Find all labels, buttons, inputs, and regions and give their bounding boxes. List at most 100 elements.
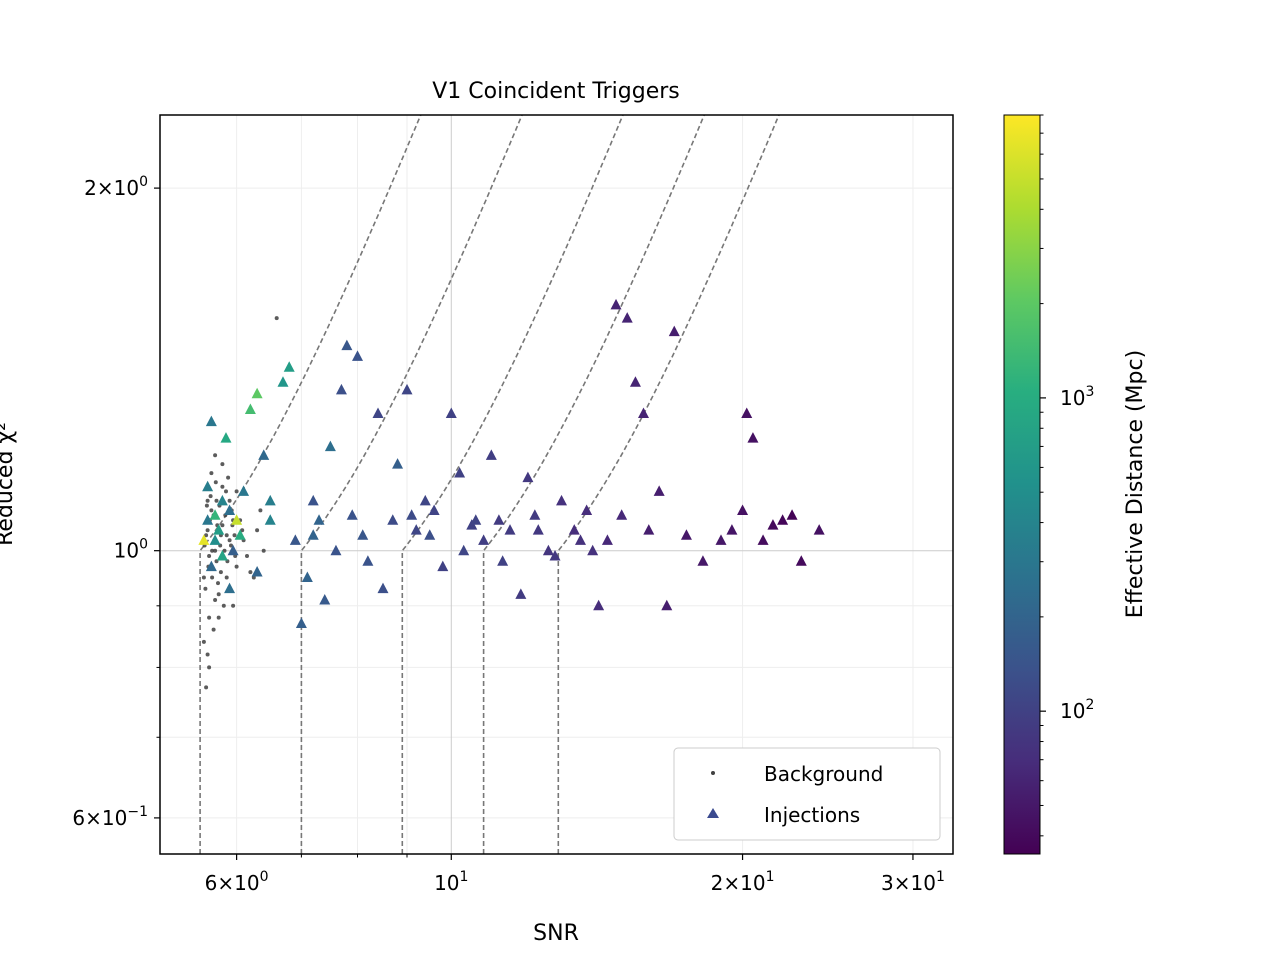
injection-point [324, 440, 336, 452]
x-tick-label: 6×100 [205, 869, 269, 895]
injection-point [205, 415, 217, 427]
legend-box [673, 747, 941, 841]
threshold-curve [300, 115, 523, 854]
injection-point [478, 534, 490, 545]
injection-point [424, 529, 436, 540]
background-point [204, 503, 209, 508]
injection-point [234, 529, 246, 540]
background-point [205, 528, 210, 533]
background-point [234, 489, 239, 494]
injection-point [307, 494, 319, 506]
injection-point [251, 566, 263, 577]
threshold-lines [199, 115, 780, 854]
legend-injections-label: Injections [764, 803, 860, 827]
injection-point [668, 325, 680, 337]
background-point [261, 548, 266, 553]
y-tick-label: 100 [114, 537, 148, 563]
background-point [207, 615, 212, 620]
injection-point [264, 514, 276, 525]
colorbar-gradient [1003, 114, 1041, 855]
background-point [205, 652, 210, 657]
background-point [209, 471, 214, 476]
injection-points [198, 298, 825, 629]
injection-point [697, 555, 709, 566]
injection-point [301, 571, 313, 583]
injection-point [741, 407, 753, 418]
injection-point [209, 534, 221, 545]
background-point [201, 639, 206, 644]
injection-point [264, 494, 276, 506]
injection-point [574, 534, 586, 545]
injection-point [251, 387, 263, 399]
injection-point [437, 560, 449, 572]
background-point [227, 498, 232, 503]
background-point [216, 581, 220, 586]
injection-point [504, 524, 516, 535]
injection-point [307, 529, 319, 540]
injection-point [258, 449, 270, 460]
injection-point [522, 471, 534, 483]
background-point [213, 453, 218, 458]
injection-point [419, 494, 431, 506]
background-point [255, 528, 260, 533]
injection-point [283, 361, 295, 372]
background-point [245, 554, 249, 558]
background-point [227, 538, 232, 543]
background-point [210, 548, 215, 553]
injection-point [445, 407, 457, 418]
injection-point [621, 312, 633, 323]
x-tick-label: 2×101 [711, 869, 775, 895]
injection-point [224, 582, 236, 594]
injection-point [277, 376, 289, 387]
background-point [213, 598, 218, 602]
injection-point [392, 458, 404, 469]
injection-point [335, 383, 347, 395]
background-point [220, 523, 225, 528]
injection-point [757, 534, 769, 545]
injection-point [244, 403, 256, 414]
y-axis-ticks: 2×100 100 6×10−1 [72, 174, 160, 830]
injection-point [319, 594, 331, 605]
injection-point [593, 599, 605, 611]
threshold-curve [482, 115, 706, 854]
injection-point [220, 432, 232, 443]
colorbar-tick-label: 103 [1060, 384, 1094, 410]
injection-point [470, 514, 482, 525]
injection-point [224, 504, 236, 515]
injection-point [529, 509, 541, 520]
injection-point [289, 534, 301, 545]
legend: Background Injections [673, 747, 941, 841]
background-point [207, 554, 212, 558]
colorbar-tick-label: 102 [1060, 697, 1094, 723]
background-point [203, 586, 208, 591]
background-point [201, 575, 206, 580]
injection-point [231, 514, 243, 525]
injection-point [777, 514, 789, 525]
plot-frame [159, 114, 954, 855]
background-point [211, 627, 216, 632]
legend-injections-marker [707, 808, 719, 818]
background-point [214, 498, 219, 503]
background-point [224, 533, 229, 538]
injection-point [629, 376, 641, 387]
injection-point [406, 509, 418, 520]
injection-point [216, 549, 228, 561]
y-axis-label: Reduced χ² [0, 422, 18, 546]
injection-point [616, 509, 628, 520]
colorbar-ticks: 102 103 [1040, 114, 1094, 837]
colorbar-label: Effective Distance (Mpc) [1123, 350, 1148, 618]
background-point [213, 548, 218, 553]
x-tick-label: 101 [434, 869, 468, 895]
injection-point [202, 514, 214, 525]
injection-point [401, 383, 413, 395]
background-point [220, 462, 225, 467]
injection-point [786, 509, 798, 520]
injection-point [638, 407, 650, 418]
injection-point [410, 524, 422, 535]
x-axis-label: SNR [533, 921, 579, 946]
injection-point [372, 407, 384, 418]
injection-point [601, 534, 613, 545]
injection-point [313, 514, 325, 525]
background-point [240, 528, 245, 533]
